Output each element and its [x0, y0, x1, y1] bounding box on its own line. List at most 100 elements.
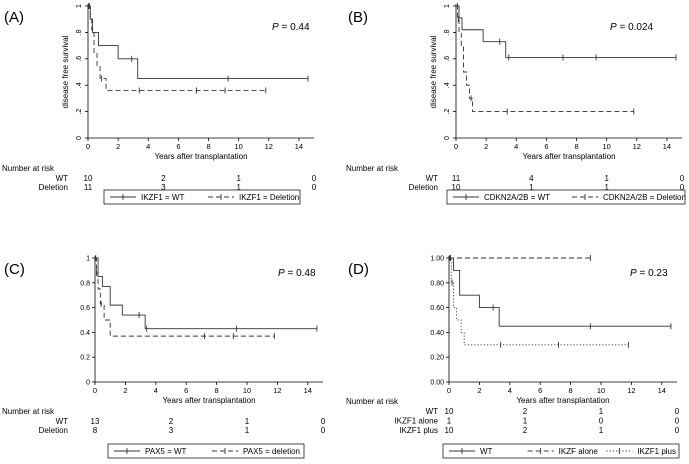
risk-count: 3 [169, 426, 174, 435]
legend-entry: IKZF1 = Deletion [239, 193, 299, 202]
x-tick-label: 10 [234, 142, 242, 151]
risk-count: 10 [84, 174, 93, 183]
x-tick-label: 12 [265, 142, 273, 151]
km-curve-1 [456, 5, 676, 58]
risk-count: 2 [523, 426, 528, 435]
risk-count: 2 [169, 417, 174, 426]
x-tick-label: 8 [206, 142, 210, 151]
risk-count: 1 [245, 417, 250, 426]
risk-count: 1 [599, 426, 604, 435]
y-tick-label: .6 [444, 56, 451, 62]
risk-count: 1 [604, 174, 609, 183]
panel-label: (C) [4, 261, 25, 278]
risk-count: 13 [91, 417, 100, 426]
y-axis-title: disease free survival [61, 35, 70, 108]
legend-frame [103, 189, 301, 205]
x-tick-label: 10 [597, 386, 605, 395]
x-tick-label: 2 [116, 142, 120, 151]
risk-count: 0 [680, 174, 685, 183]
risk-count: 1 [236, 183, 241, 192]
legend-entry: IKZF1 = WT [141, 193, 184, 202]
x-tick-label: 14 [663, 142, 671, 151]
legend-entry: IKZF1 plus [637, 447, 676, 456]
y-tick-label: .8 [76, 29, 83, 35]
p-value-italic: P [610, 22, 617, 33]
km-panel-a: (A) 0 .2 .4 .6 .8 1 disease free survival 0 2 4 6 8 1… [2, 3, 317, 205]
risk-count: 2 [161, 174, 166, 183]
y-tick-label: .4 [76, 82, 83, 88]
km-panel-b: (B) 0 .2 .4 .6 .8 1 disease free survival 0 2 4 6 8 1… [346, 3, 686, 205]
km-curve-1 [95, 257, 317, 330]
x-tick-label: 0 [454, 142, 458, 151]
km-curve-3 [449, 257, 629, 346]
risk-count: 1 [447, 417, 452, 426]
risk-count: 0 [680, 183, 685, 192]
risk-count: 0 [675, 417, 680, 426]
risk-count: 1 [599, 407, 604, 416]
km-curve-2 [95, 257, 275, 337]
legend-box: CDKN2A/2B = WT CDKN2A/2B = Deletion [446, 189, 686, 205]
x-tick-label: 6 [538, 386, 542, 395]
y-tick-label: 0.60 [430, 305, 444, 312]
y-tick-label: .6 [76, 56, 83, 62]
x-tick-label: 4 [508, 386, 512, 395]
risk-count: 0 [599, 417, 604, 426]
risk-row-label: WT [426, 407, 439, 416]
y-tick-label: 0.6 [80, 305, 90, 312]
legend-entry: CDKN2A/2B = WT [484, 193, 550, 202]
risk-count: 11 [84, 183, 93, 192]
legend-entry: WT [480, 447, 493, 456]
risk-count: 0 [675, 426, 680, 435]
x-tick-label: 0 [447, 386, 451, 395]
y-tick-label: 0.8 [80, 280, 90, 287]
p-value-label: P = 0.44 [272, 22, 310, 33]
risk-count: 4 [529, 174, 534, 183]
y-tick-label: .8 [444, 29, 451, 35]
x-tick-label: 2 [484, 142, 488, 151]
risk-count: 1 [604, 183, 609, 192]
risk-count: 8 [93, 426, 98, 435]
y-tick-label: 0 [86, 380, 90, 387]
km-curve-1 [449, 257, 671, 327]
legend-entry: IKZF alone [559, 447, 599, 456]
y-tick-label: .4 [444, 82, 451, 88]
x-tick-label: 12 [633, 142, 641, 151]
risk-row-label: WT [56, 417, 69, 426]
km-curve-2 [456, 5, 634, 113]
legend-entry: PAX5 = WT [145, 447, 187, 456]
panel-label: (D) [348, 261, 369, 278]
x-tick-label: 6 [184, 386, 188, 395]
p-value-italic: P [272, 22, 279, 33]
x-tick-label: 2 [123, 386, 127, 395]
y-tick-label: 1 [76, 4, 83, 8]
p-value-italic: P [278, 268, 285, 279]
x-tick-label: 0 [93, 386, 97, 395]
legend-box: PAX5 = WT PAX5 = deletion [107, 443, 305, 459]
x-tick-label: 10 [602, 142, 610, 151]
y-tick-label: 0.40 [430, 330, 444, 337]
y-tick-label: 1 [86, 256, 90, 263]
x-tick-label: 14 [304, 386, 312, 395]
risk-row-label: Deletion [39, 426, 68, 435]
risk-count: 0 [312, 183, 317, 192]
y-axis-title: disease free survival [429, 35, 438, 108]
p-value-number: = 0.23 [637, 268, 668, 279]
x-axis-title: Years after transplantation [522, 152, 615, 161]
x-tick-label: 12 [627, 386, 635, 395]
y-tick-label: 0 [76, 136, 83, 140]
x-tick-label: 4 [514, 142, 518, 151]
risk-count: 10 [452, 183, 461, 192]
panel-label: (A) [4, 9, 24, 26]
legend-frame [442, 443, 680, 459]
x-tick-label: 14 [295, 142, 303, 151]
risk-row-label: Deletion [39, 183, 68, 192]
risk-row-label: WT [426, 174, 439, 183]
x-tick-label: 4 [146, 142, 150, 151]
p-value-label: P = 0.48 [278, 268, 316, 279]
risk-count: 10 [445, 407, 454, 416]
y-tick-label: 0.80 [430, 280, 444, 287]
risk-table-title: Number at risk [346, 397, 399, 406]
x-axis-title: Years after transplantation [154, 152, 247, 161]
